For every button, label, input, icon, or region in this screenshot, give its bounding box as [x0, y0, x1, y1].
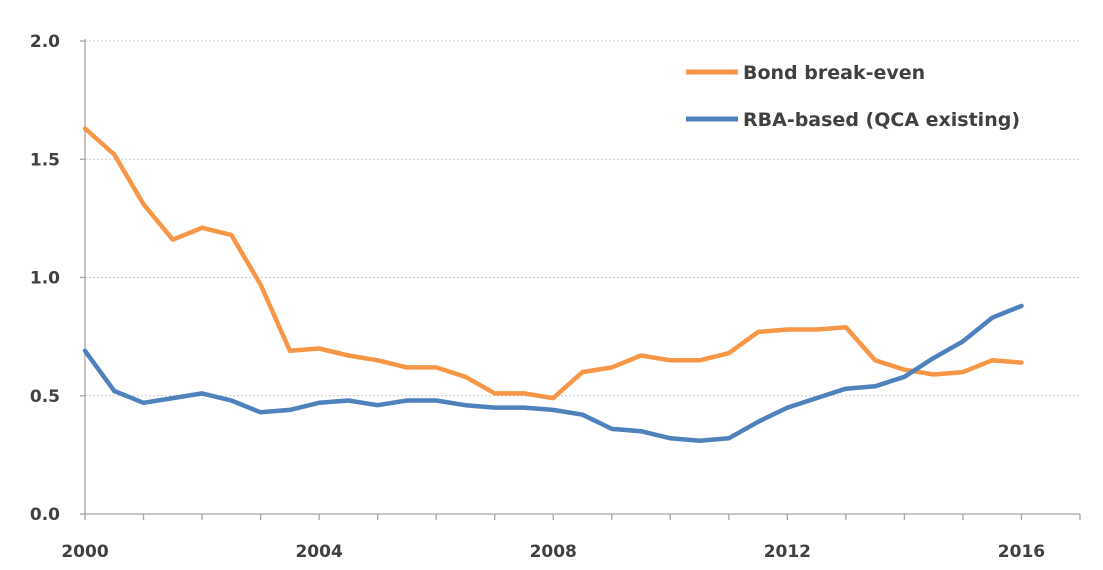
series-line-1 — [82, 303, 1024, 443]
x-tick-label: 2000 — [61, 542, 108, 562]
y-tick-label: 1.0 — [30, 269, 60, 289]
series-lines — [82, 126, 1024, 443]
series-line-0 — [82, 126, 1024, 401]
y-tick-label: 2.0 — [30, 32, 60, 52]
y-tick-label: 1.5 — [30, 150, 60, 170]
x-tick-label: 2004 — [295, 542, 342, 562]
x-tick-label: 2012 — [764, 542, 811, 562]
x-tick-label: 2008 — [530, 542, 577, 562]
legend-label-0: Bond break-even — [743, 62, 925, 84]
legend-label-1: RBA-based (QCA existing) — [743, 109, 1020, 131]
y-tick-labels: 0.0 0.5 1.0 1.5 2.0 — [30, 32, 60, 525]
x-tick-label: 2016 — [998, 542, 1045, 562]
y-tick-label: 0.5 — [30, 387, 60, 407]
legend: Bond break-even RBA-based (QCA existing) — [686, 62, 1020, 131]
gridlines — [85, 40, 1080, 397]
y-tick-label: 0.0 — [30, 505, 60, 525]
axes — [80, 39, 1081, 520]
x-tick-labels: 2000 2004 2008 2012 2016 — [61, 542, 1045, 562]
